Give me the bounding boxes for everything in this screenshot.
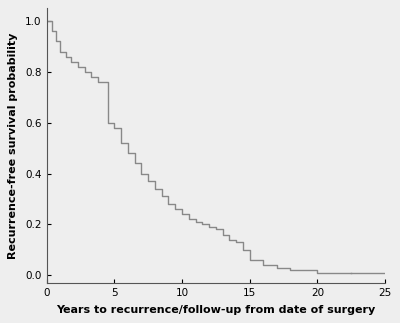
- X-axis label: Years to recurrence/follow-up from date of surgery: Years to recurrence/follow-up from date …: [56, 305, 376, 315]
- Y-axis label: Recurrence-free survival probability: Recurrence-free survival probability: [8, 32, 18, 259]
